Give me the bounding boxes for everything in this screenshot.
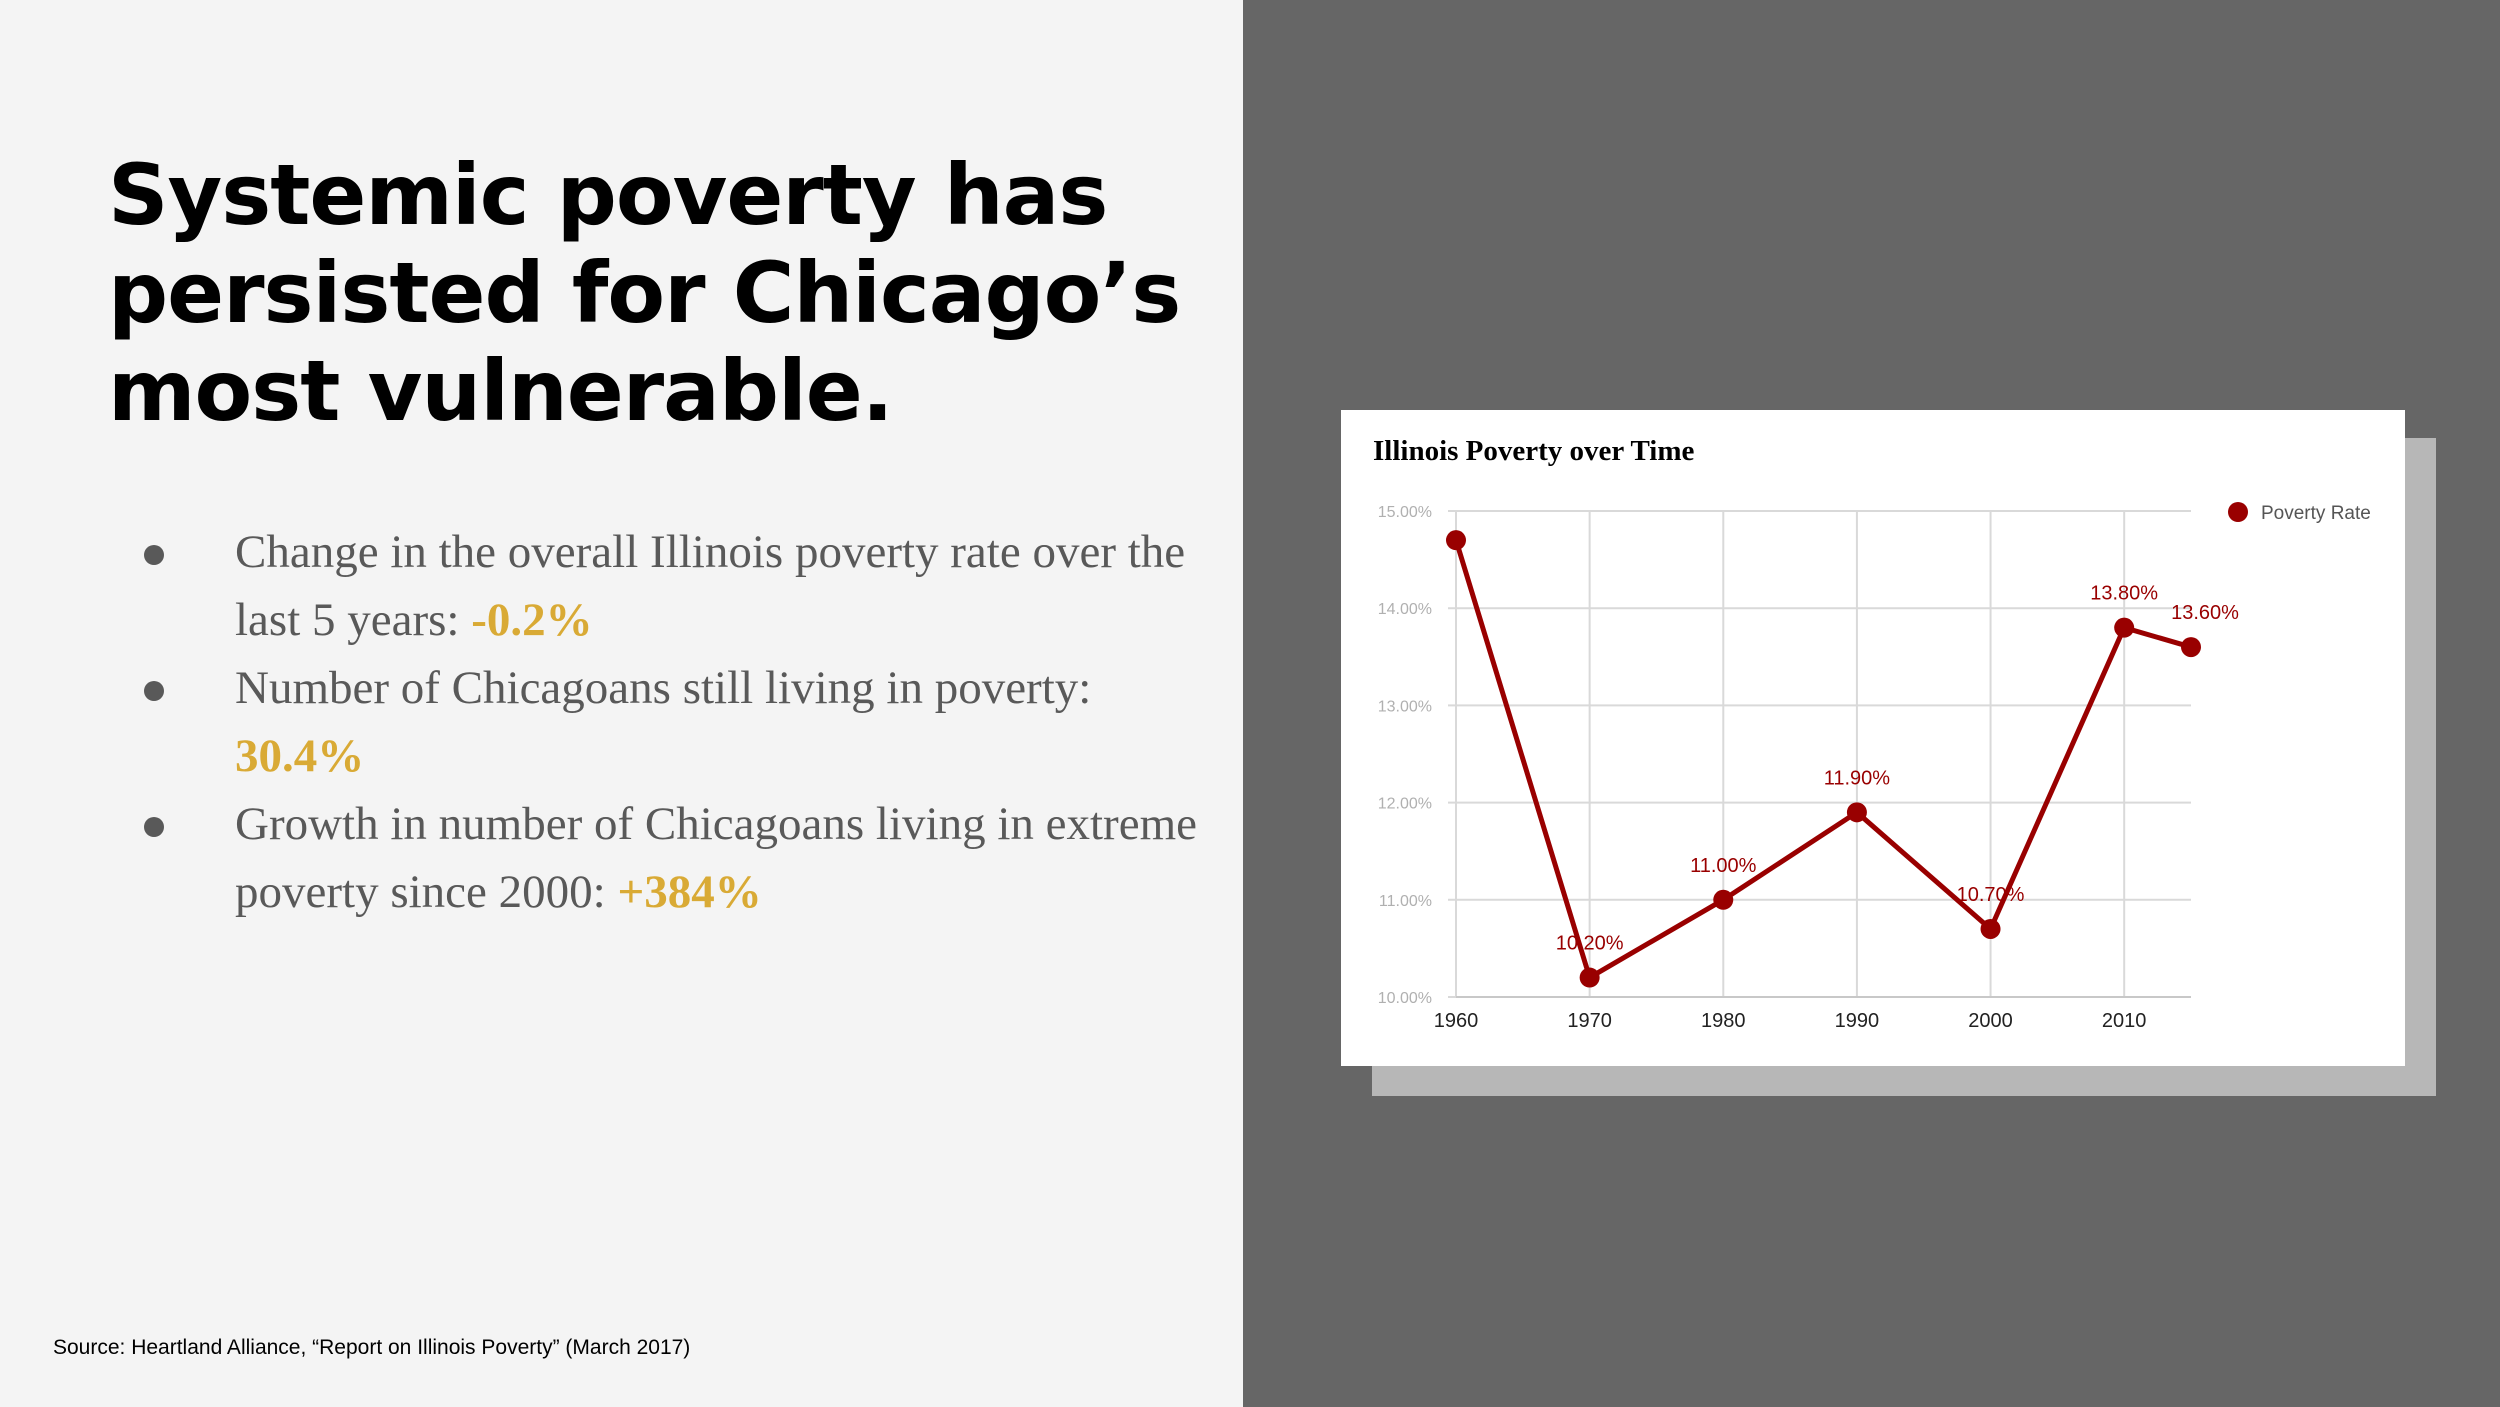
- bullet-highlight: +384%: [617, 866, 762, 918]
- x-tick-label: 2000: [1968, 1010, 2013, 1032]
- x-tick-label: 1960: [1434, 1010, 1479, 1032]
- line-chart: Illinois Poverty over Time 10.00% 11.00% 12…: [1373, 435, 2371, 1032]
- y-tick-label: 10.00%: [1378, 990, 1432, 1007]
- source-citation: Source: Heartland Alliance, “Report on I…: [53, 1336, 691, 1359]
- bullet-text: Number of Chicagoans still living in pov…: [235, 662, 1092, 714]
- data-point: [1579, 967, 1600, 988]
- data-point: [1846, 802, 1867, 823]
- data-label: 11.00%: [1690, 855, 1757, 877]
- bullet-highlight: 30.4%: [235, 730, 365, 782]
- slide-headline: Systemic poverty has persisted for Chica…: [108, 146, 1208, 440]
- data-point: [1713, 889, 1734, 910]
- legend-label: Poverty Rate: [2261, 503, 2371, 524]
- data-point: [2181, 637, 2201, 658]
- legend-marker-icon: [2228, 502, 2248, 522]
- data-label: 10.70%: [1957, 884, 2025, 906]
- chart-card: Illinois Poverty over Time 10.00% 11.00% 12…: [1341, 410, 2405, 1066]
- bullet-dot-icon: [144, 817, 164, 837]
- x-tick-label: 1980: [1701, 1010, 1746, 1032]
- data-label: 10.20%: [1556, 933, 1624, 955]
- data-point: [1446, 530, 1466, 551]
- bullet-text: Change in the overall Illinois poverty r…: [235, 526, 1186, 646]
- bullet-item: Number of Chicagoans still living in pov…: [138, 654, 1198, 790]
- bullet-dot-icon: [144, 681, 164, 701]
- bullet-item: Change in the overall Illinois poverty r…: [138, 518, 1198, 654]
- data-label: 13.80%: [2090, 583, 2158, 605]
- series-line: [1453, 539, 2192, 981]
- y-tick-label: 14.00%: [1378, 601, 1432, 618]
- left-panel: Systemic poverty has persisted for Chica…: [0, 0, 1243, 1407]
- bullet-item: Growth in number of Chicagoans living in…: [138, 790, 1198, 926]
- y-tick-label: 12.00%: [1378, 796, 1432, 813]
- bullet-text: Growth in number of Chicagoans living in…: [235, 798, 1197, 918]
- headline-line: most vulnerable.: [108, 342, 894, 440]
- headline-line: Systemic poverty has: [108, 146, 1108, 244]
- bullet-dot-icon: [144, 545, 164, 565]
- bullet-highlight: -0.2%: [471, 594, 593, 646]
- y-tick-label: 13.00%: [1378, 698, 1432, 715]
- data-label: 13.60%: [2171, 602, 2239, 624]
- data-label: 11.90%: [1824, 767, 1891, 789]
- data-point: [1980, 918, 2001, 939]
- chart-title: Illinois Poverty over Time: [1373, 435, 1695, 467]
- y-tick-label: 11.00%: [1379, 893, 1432, 910]
- x-tick-label: 1990: [1835, 1010, 1880, 1032]
- x-tick-label: 1970: [1567, 1010, 1612, 1032]
- x-tick-label: 2010: [2102, 1010, 2147, 1032]
- y-tick-label: 15.00%: [1378, 504, 1432, 521]
- data-point: [2114, 617, 2135, 638]
- bullet-list: Change in the overall Illinois poverty r…: [138, 518, 1198, 926]
- headline-line: persisted for Chicago’s: [108, 244, 1181, 342]
